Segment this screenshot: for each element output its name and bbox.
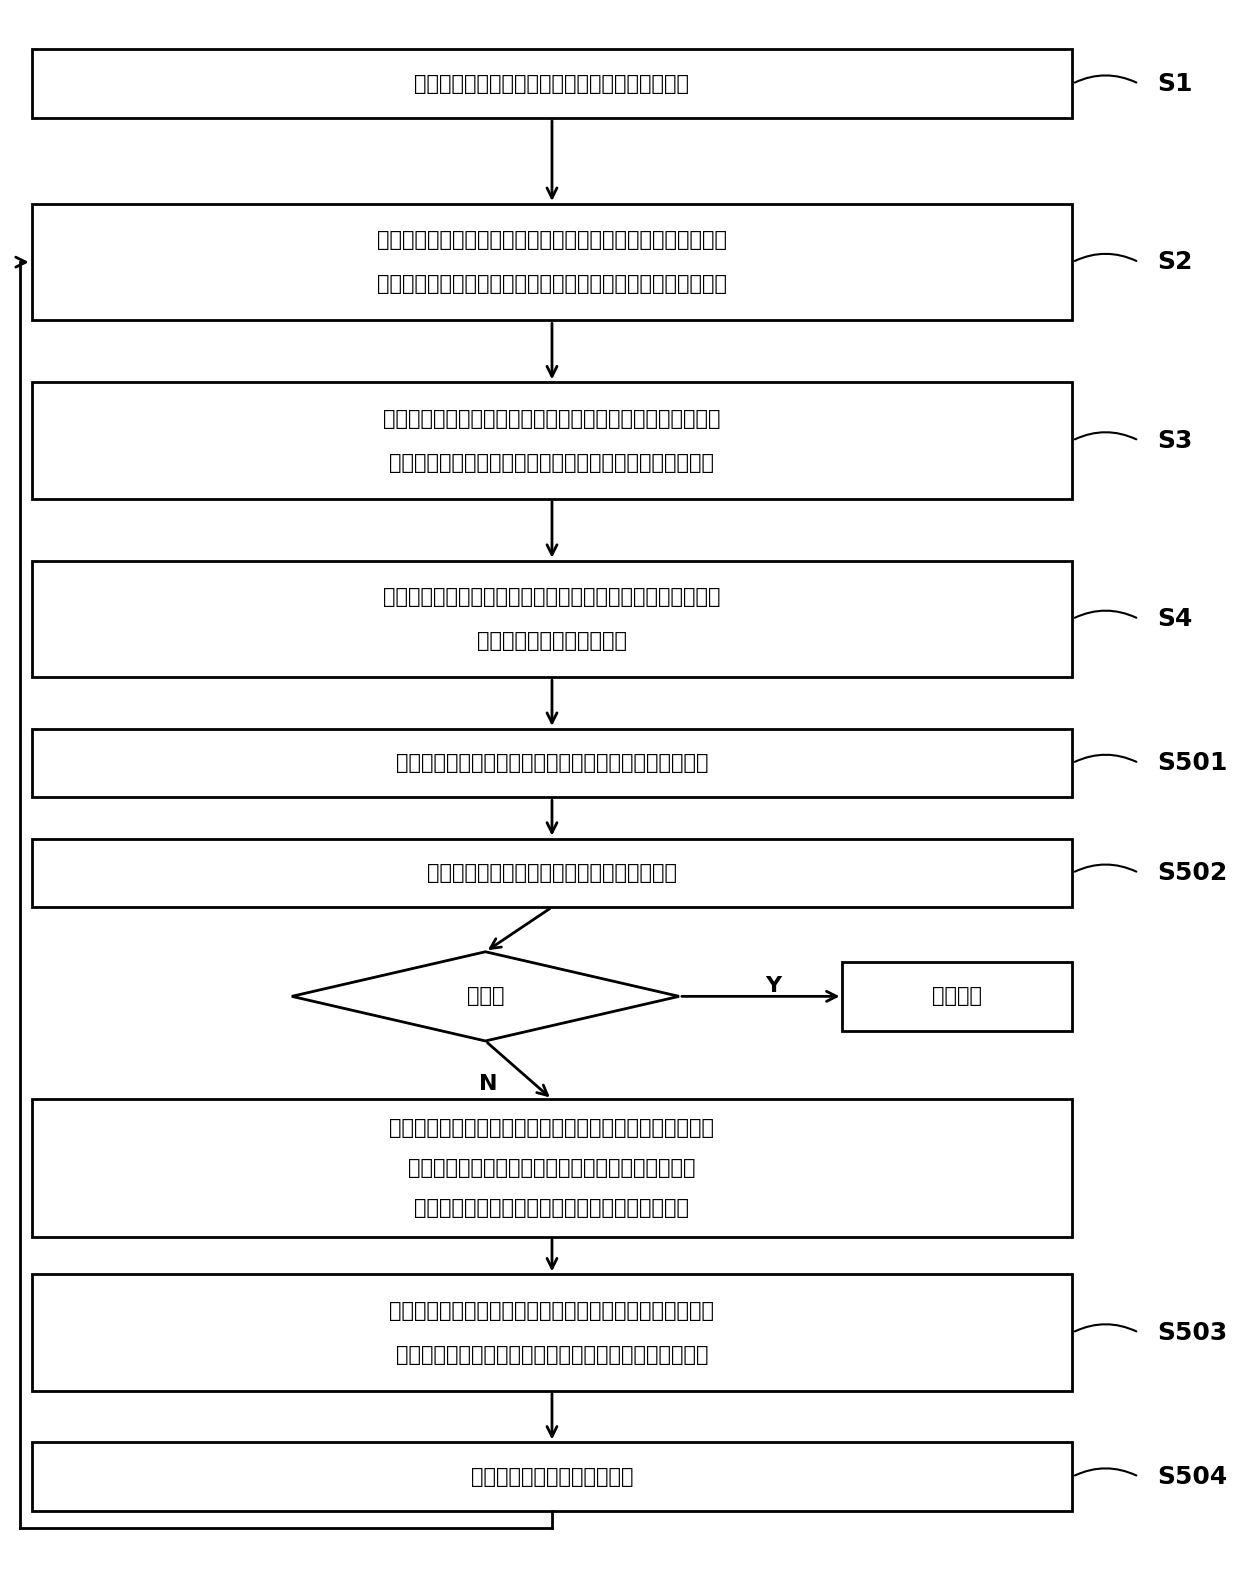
Text: 赤经和赤纬信息，得到目标星体的第一俯仰角度和第一水平角度: 赤经和赤纬信息，得到目标星体的第一俯仰角度和第一水平角度	[377, 274, 727, 294]
FancyBboxPatch shape	[32, 1442, 1073, 1511]
Text: 更新并存储校准后的误差角度: 更新并存储校准后的误差角度	[471, 1467, 634, 1486]
Text: Y: Y	[765, 975, 781, 996]
Text: 将所述星体观测设备调节到第二俯仰角度和第二水平角度后，: 将所述星体观测设备调节到第二俯仰角度和第二水平角度后，	[383, 587, 720, 607]
Text: 根据预存的误差角度，对所述第一俯仰角度消除误差得到第二: 根据预存的误差角度，对所述第一俯仰角度消除误差得到第二	[383, 408, 720, 428]
Text: 根据星体观测设备的当前地理位置和当前时间，以及目标星体的: 根据星体观测设备的当前地理位置和当前时间，以及目标星体的	[377, 231, 727, 250]
Text: 通过验证: 通过验证	[932, 987, 982, 1007]
Text: 选择靠近图像中心的被验证星体，查询其赤经和赤纬信息，: 选择靠近图像中心的被验证星体，查询其赤经和赤纬信息，	[389, 1118, 714, 1138]
Text: S501: S501	[1157, 751, 1228, 775]
FancyBboxPatch shape	[842, 963, 1073, 1031]
Text: 拍摄得到所述目标星体图像: 拍摄得到所述目标星体图像	[477, 631, 627, 651]
FancyBboxPatch shape	[32, 1274, 1073, 1391]
FancyBboxPatch shape	[32, 49, 1073, 119]
FancyBboxPatch shape	[32, 838, 1073, 907]
Text: S4: S4	[1157, 607, 1193, 631]
Text: 得到该被验证星体的第五俯仰角度和第五水平角度: 得到该被验证星体的第五俯仰角度和第五水平角度	[414, 1198, 689, 1217]
FancyBboxPatch shape	[32, 1099, 1073, 1236]
Text: N: N	[479, 1073, 497, 1094]
Text: S3: S3	[1157, 428, 1193, 452]
Text: 将第二水平角度减去第五水平角度得到校准水平误差角度: 将第二水平角度减去第五水平角度得到校准水平误差角度	[396, 1344, 708, 1364]
Text: 存在？: 存在？	[466, 987, 505, 1007]
Text: 对所述目标星体图像进行识别得到图中的多个被验证星体: 对所述目标星体图像进行识别得到图中的多个被验证星体	[396, 753, 708, 773]
FancyBboxPatch shape	[32, 729, 1073, 797]
Text: S2: S2	[1157, 250, 1193, 274]
Text: 根据星体数据库，查询目标星体的赤经和赤纬信息: 根据星体数据库，查询目标星体的赤经和赤纬信息	[414, 74, 689, 93]
Text: 俯仰角度，对所述第一水平角度消除误差得到第二水平角度: 俯仰角度，对所述第一水平角度消除误差得到第二水平角度	[389, 452, 714, 473]
Text: S502: S502	[1157, 860, 1228, 885]
Text: 结合拍摄目标星体图像的当前地理位置和当前时间，: 结合拍摄目标星体图像的当前地理位置和当前时间，	[408, 1157, 696, 1178]
Text: S1: S1	[1157, 71, 1193, 96]
Text: S503: S503	[1157, 1320, 1228, 1344]
FancyBboxPatch shape	[32, 383, 1073, 500]
Text: 判断所述被验证星体中是否存在所述目标星体: 判断所述被验证星体中是否存在所述目标星体	[427, 863, 677, 882]
Polygon shape	[291, 952, 680, 1040]
Text: 将第二俯仰角度减去第五俯仰角度得到校准俯仰误差角度，: 将第二俯仰角度减去第五俯仰角度得到校准俯仰误差角度，	[389, 1301, 714, 1320]
Text: S504: S504	[1157, 1464, 1228, 1489]
FancyBboxPatch shape	[32, 561, 1073, 677]
FancyBboxPatch shape	[32, 204, 1073, 321]
